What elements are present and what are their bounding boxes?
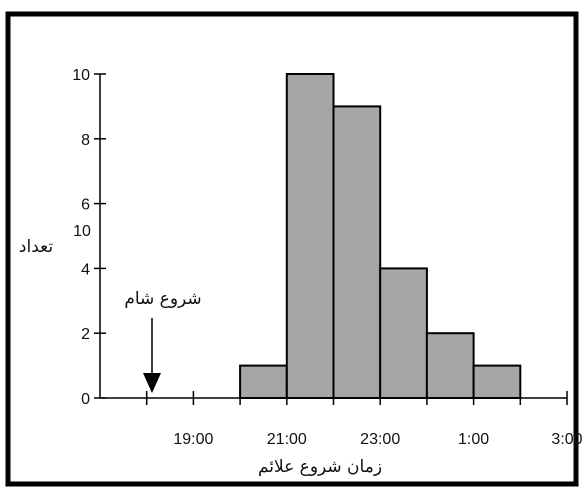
- x-tick-label: 1:00: [458, 431, 489, 448]
- y-tick-label: 2: [81, 326, 90, 343]
- y-tick-label: 0: [81, 391, 90, 408]
- histogram-bar-2: [285, 73, 335, 399]
- bars-group: [239, 73, 522, 400]
- y-tick-label: 10: [72, 67, 90, 84]
- y-tick-label: 8: [81, 132, 90, 149]
- annotation-label: شروع شام: [124, 289, 201, 309]
- y-tick-label: 6: [81, 197, 90, 214]
- y-tick-label: 4: [81, 261, 90, 278]
- histogram-bar-5: [425, 332, 475, 400]
- histogram-bar-1: [239, 364, 288, 400]
- x-tick-label: 3:00: [551, 431, 582, 448]
- histogram-bar-3: [332, 105, 382, 400]
- annotation-arrow-head: [143, 373, 161, 393]
- y-axis-title: تعداد: [19, 237, 53, 257]
- x-tick-label: 21:00: [267, 431, 307, 448]
- histogram-bar-6: [472, 364, 522, 400]
- y-axis-extra-label: 10: [73, 223, 91, 240]
- x-tick-label: 19:00: [173, 431, 213, 448]
- x-axis-title: زمان شروع علائم: [258, 457, 382, 477]
- histogram-bar-4: [379, 267, 428, 399]
- x-tick-label: 23:00: [360, 431, 400, 448]
- dinner-annotation: شروع شام: [124, 289, 202, 393]
- ticks-group: 0 2 4 6 8 10 19:00 21:00 23:00 1:00 3:00: [72, 67, 582, 448]
